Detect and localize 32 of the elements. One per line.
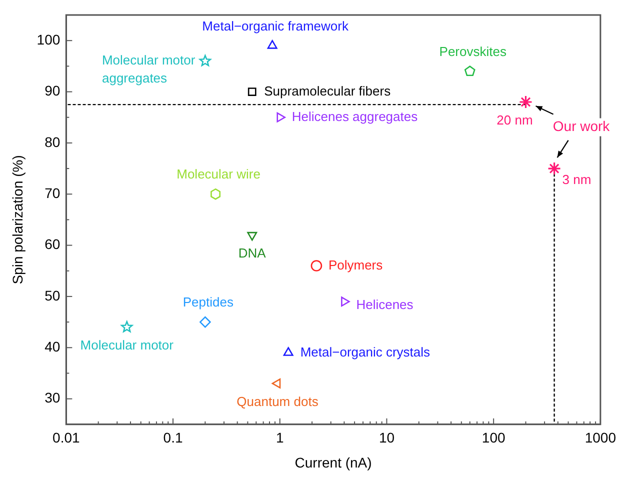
y-tick-label: 40	[44, 338, 60, 354]
x-tick-label: 0.01	[52, 430, 80, 446]
series-label: Helicenes aggregates	[292, 108, 418, 124]
x-tick-label: 1	[276, 430, 284, 446]
y-tick-label: 50	[44, 287, 60, 304]
series-label: Peptides	[182, 294, 234, 310]
series-label: Molecular motor aggregates	[102, 52, 196, 86]
series-label: Supramolecular fibers	[264, 83, 392, 98]
series-label: Molecular motor	[80, 338, 174, 353]
series-label: Perovskites	[439, 44, 507, 59]
y-tick-label: 80	[44, 134, 60, 150]
x-tick-label: 10	[378, 430, 395, 446]
series-label: Metal−organic framework	[202, 18, 349, 34]
y-axis-title: Spin polarization (%)	[9, 155, 26, 284]
y-tick-label: 70	[44, 184, 60, 201]
x-tick-label: 100	[482, 430, 506, 446]
series-label: Helicenes	[356, 297, 414, 312]
annotation: 20 nm	[496, 112, 533, 128]
series-label: Polymers	[328, 257, 384, 272]
x-tick-label: 1000	[584, 430, 616, 446]
series-label: Molecular wire	[176, 166, 260, 182]
series-label: DNA	[238, 246, 266, 261]
y-tick-label: 100	[36, 31, 60, 48]
annotation: 3 nm	[562, 172, 592, 188]
x-axis-title: Current (nA)	[294, 454, 372, 470]
series-label: Quantum dots	[236, 394, 319, 410]
y-tick-label: 90	[44, 82, 60, 99]
y-tick-label: 60	[44, 236, 60, 252]
annotation: Our work	[552, 118, 611, 134]
series-label: Metal−organic crystals	[300, 344, 431, 360]
y-tick-label: 30	[44, 390, 60, 406]
x-tick-label: 0.1	[163, 430, 183, 446]
